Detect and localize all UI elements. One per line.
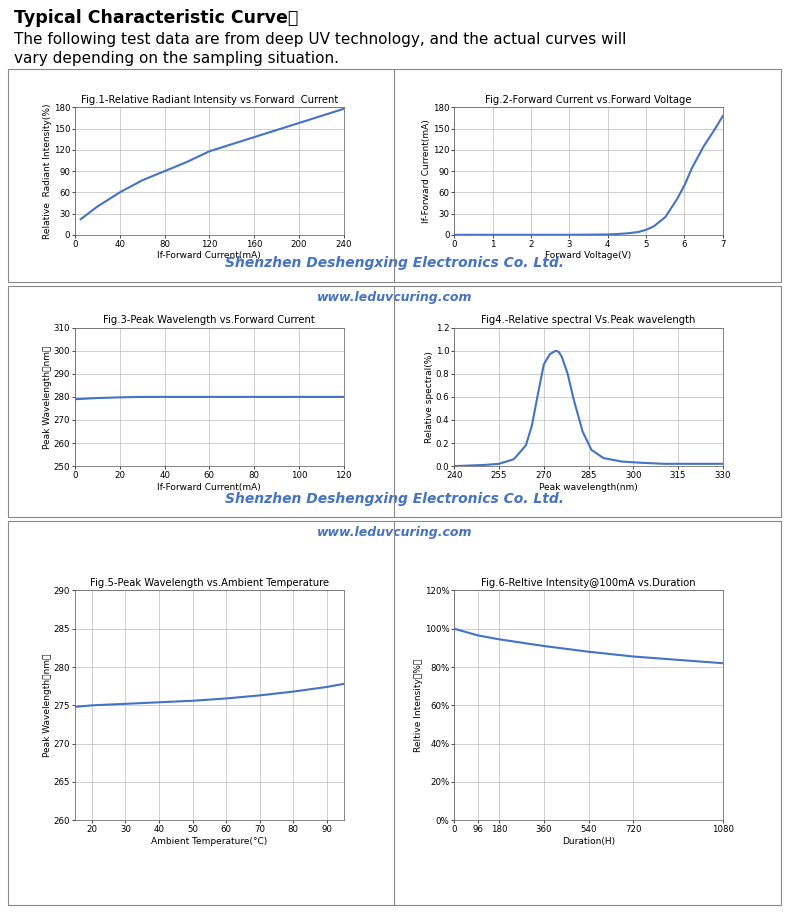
Text: www.leduvcuring.com: www.leduvcuring.com bbox=[317, 526, 472, 539]
Text: vary depending on the sampling situation.: vary depending on the sampling situation… bbox=[14, 51, 339, 66]
Title: Fig.1-Relative Radiant Intensity vs.Forward  Current: Fig.1-Relative Radiant Intensity vs.Forw… bbox=[81, 95, 338, 105]
Title: Fig.5-Peak Wavelength vs.Ambient Temperature: Fig.5-Peak Wavelength vs.Ambient Tempera… bbox=[90, 579, 329, 588]
X-axis label: Duration(H): Duration(H) bbox=[562, 837, 615, 845]
Y-axis label: If-Forward Current(mA): If-Forward Current(mA) bbox=[423, 119, 431, 223]
Text: Shenzhen Deshengxing Electronics Co. Ltd.: Shenzhen Deshengxing Electronics Co. Ltd… bbox=[224, 257, 564, 270]
X-axis label: Peak wavelength(nm): Peak wavelength(nm) bbox=[539, 483, 638, 492]
Y-axis label: Peak Wavelength（nm）: Peak Wavelength（nm） bbox=[43, 345, 52, 449]
Title: Fig4.-Relative spectral Vs.Peak wavelength: Fig4.-Relative spectral Vs.Peak waveleng… bbox=[481, 316, 696, 326]
Text: Shenzhen Deshengxing Electronics Co. Ltd.: Shenzhen Deshengxing Electronics Co. Ltd… bbox=[224, 492, 564, 506]
Title: Fig.3-Peak Wavelength vs.Forward Current: Fig.3-Peak Wavelength vs.Forward Current bbox=[103, 316, 315, 326]
Title: Fig.2-Forward Current vs.Forward Voltage: Fig.2-Forward Current vs.Forward Voltage bbox=[485, 95, 692, 105]
Y-axis label: Relative  Radiant Intensity(%): Relative Radiant Intensity(%) bbox=[43, 103, 52, 239]
X-axis label: Forward Voltage(V): Forward Voltage(V) bbox=[545, 251, 632, 260]
X-axis label: If-Forward Current(mA): If-Forward Current(mA) bbox=[157, 483, 261, 492]
Title: Fig.6-Reltive Intensity@100mA vs.Duration: Fig.6-Reltive Intensity@100mA vs.Duratio… bbox=[481, 579, 696, 588]
Y-axis label: Reltive Intensity（%）: Reltive Intensity（%） bbox=[414, 659, 423, 752]
Y-axis label: Relative spectral(%): Relative spectral(%) bbox=[425, 351, 435, 443]
X-axis label: Ambient Temperature(°C): Ambient Temperature(°C) bbox=[151, 837, 268, 845]
X-axis label: If-Forward Current(mA): If-Forward Current(mA) bbox=[157, 251, 261, 260]
Y-axis label: Peak Wavelength（nm）: Peak Wavelength（nm） bbox=[43, 653, 52, 757]
Text: www.leduvcuring.com: www.leduvcuring.com bbox=[317, 291, 472, 304]
Text: The following test data are from deep UV technology, and the actual curves will: The following test data are from deep UV… bbox=[14, 32, 626, 47]
Text: Typical Characteristic Curve：: Typical Characteristic Curve： bbox=[14, 9, 299, 28]
